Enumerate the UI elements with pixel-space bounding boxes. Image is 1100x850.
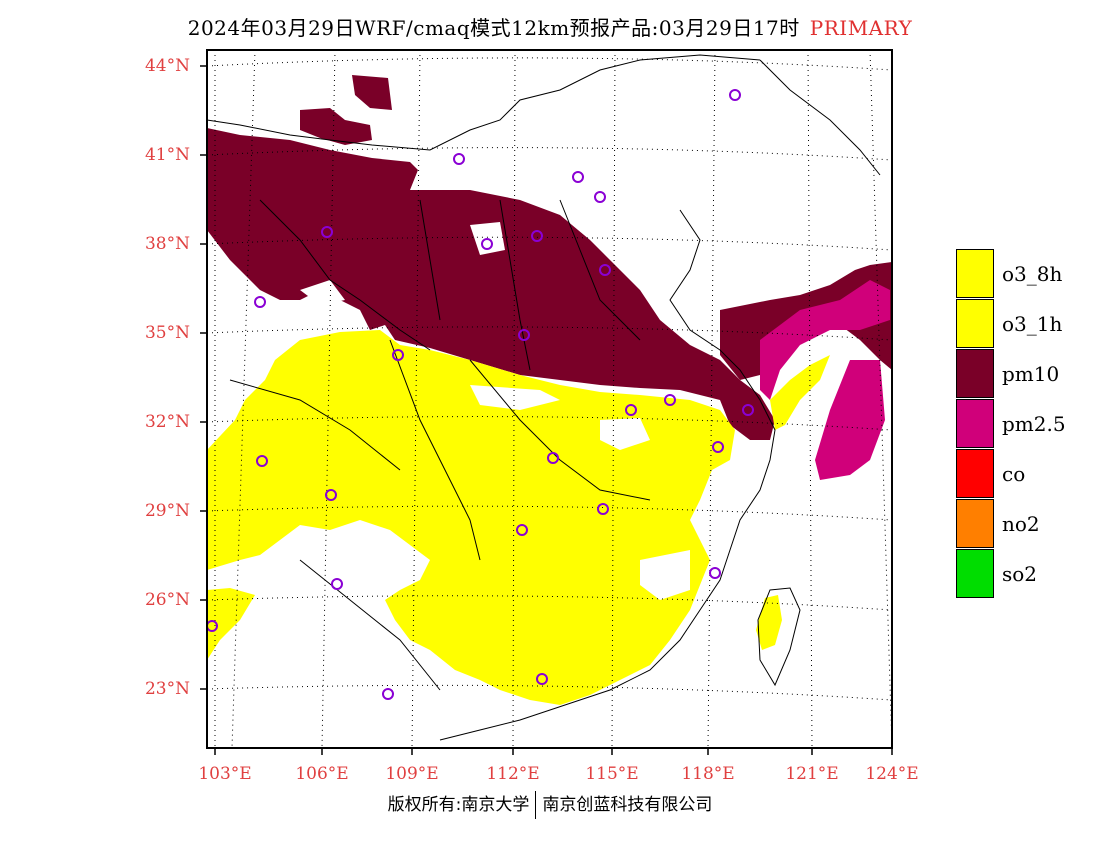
clear-area — [300, 280, 345, 305]
legend-label: o3_1h — [1002, 312, 1063, 336]
city-marker — [516, 524, 528, 536]
footer-divider — [535, 791, 537, 819]
city-marker — [331, 578, 343, 590]
city-marker — [321, 226, 333, 238]
city-marker — [729, 89, 741, 101]
chart-title: 2024年03月29日WRF/cmaq模式12km预报产品:03月29日17时 P… — [0, 12, 1100, 41]
city-marker — [625, 404, 637, 416]
city-marker — [531, 230, 543, 242]
city-marker — [547, 452, 559, 464]
legend-label: no2 — [1002, 512, 1040, 536]
city-marker — [453, 153, 465, 165]
legend: o3_8h o3_1h pm10 pm2.5 co no2 so2 — [956, 249, 1100, 599]
legend-item: so2 — [956, 549, 1100, 599]
title-text: 2024年03月29日WRF/cmaq模式12km预报产品:03月29日17时 — [187, 16, 800, 40]
lat-label: 26°N — [144, 590, 190, 610]
legend-swatch — [956, 249, 994, 298]
o3-region-sw — [207, 588, 255, 660]
copyright-footer: 版权所有:南京大学 南京创蓝科技有限公司 — [0, 790, 1100, 819]
legend-swatch — [956, 549, 994, 598]
legend-swatch — [956, 499, 994, 548]
city-marker — [382, 688, 394, 700]
map-frame — [206, 49, 893, 749]
lat-label: 29°N — [144, 501, 190, 521]
city-marker — [709, 567, 721, 579]
city-marker — [599, 264, 611, 276]
pm25-region-offshore — [815, 360, 885, 480]
legend-item: no2 — [956, 499, 1100, 549]
lon-label: 106°E — [295, 764, 349, 784]
pm10-region-mongolia — [300, 108, 372, 145]
legend-swatch — [956, 299, 994, 348]
lon-label: 109°E — [385, 764, 439, 784]
city-marker — [256, 455, 268, 467]
city-marker — [742, 404, 754, 416]
legend-item: co — [956, 449, 1100, 499]
city-marker — [207, 620, 218, 632]
legend-item: pm10 — [956, 349, 1100, 399]
copyright-right: 南京创蓝科技有限公司 — [542, 795, 713, 815]
city-marker — [594, 191, 606, 203]
primary-tag: PRIMARY — [809, 16, 913, 40]
clear-area — [640, 550, 690, 600]
city-marker — [254, 296, 266, 308]
pm10-region-ne — [352, 75, 392, 110]
city-marker — [325, 489, 337, 501]
legend-label: o3_8h — [1002, 262, 1063, 286]
city-marker — [536, 673, 548, 685]
lat-label: 38°N — [144, 234, 190, 254]
lon-label: 124°E — [865, 764, 919, 784]
lon-label: 121°E — [785, 764, 839, 784]
clear-area — [470, 385, 560, 410]
lat-label: 41°N — [144, 145, 190, 165]
legend-label: pm2.5 — [1002, 412, 1066, 436]
lat-label: 32°N — [144, 412, 190, 432]
clear-area — [600, 418, 650, 450]
lon-label: 103°E — [198, 764, 252, 784]
legend-swatch — [956, 349, 994, 398]
legend-label: so2 — [1002, 562, 1038, 586]
city-marker — [572, 171, 584, 183]
city-marker — [712, 441, 724, 453]
boundary-lines — [207, 54, 881, 741]
legend-label: co — [1002, 462, 1026, 486]
pm10-region-north — [207, 128, 775, 440]
city-marker — [481, 238, 493, 250]
legend-item: pm2.5 — [956, 399, 1100, 449]
city-marker — [518, 329, 530, 341]
legend-item: o3_1h — [956, 299, 1100, 349]
city-markers — [207, 89, 754, 700]
graticule — [207, 50, 892, 748]
o3-region-coast — [770, 355, 830, 430]
lon-label: 118°E — [681, 764, 735, 784]
lon-label: 112°E — [486, 764, 540, 784]
legend-label: pm10 — [1002, 362, 1060, 386]
pm25-region-sea — [760, 280, 890, 400]
axis-ticks — [200, 65, 893, 755]
city-marker — [597, 503, 609, 515]
city-marker — [664, 394, 676, 406]
legend-swatch — [956, 399, 994, 448]
city-marker — [392, 349, 404, 361]
clear-area — [300, 535, 345, 570]
lon-label: 115°E — [585, 764, 639, 784]
lat-label: 23°N — [144, 679, 190, 699]
lat-label: 35°N — [144, 323, 190, 343]
legend-item: o3_8h — [956, 249, 1100, 299]
legend-swatch — [956, 449, 994, 498]
copyright-left: 版权所有:南京大学 — [387, 795, 530, 815]
o3-region-taiwan — [756, 595, 782, 650]
lat-label: 44°N — [144, 56, 190, 76]
